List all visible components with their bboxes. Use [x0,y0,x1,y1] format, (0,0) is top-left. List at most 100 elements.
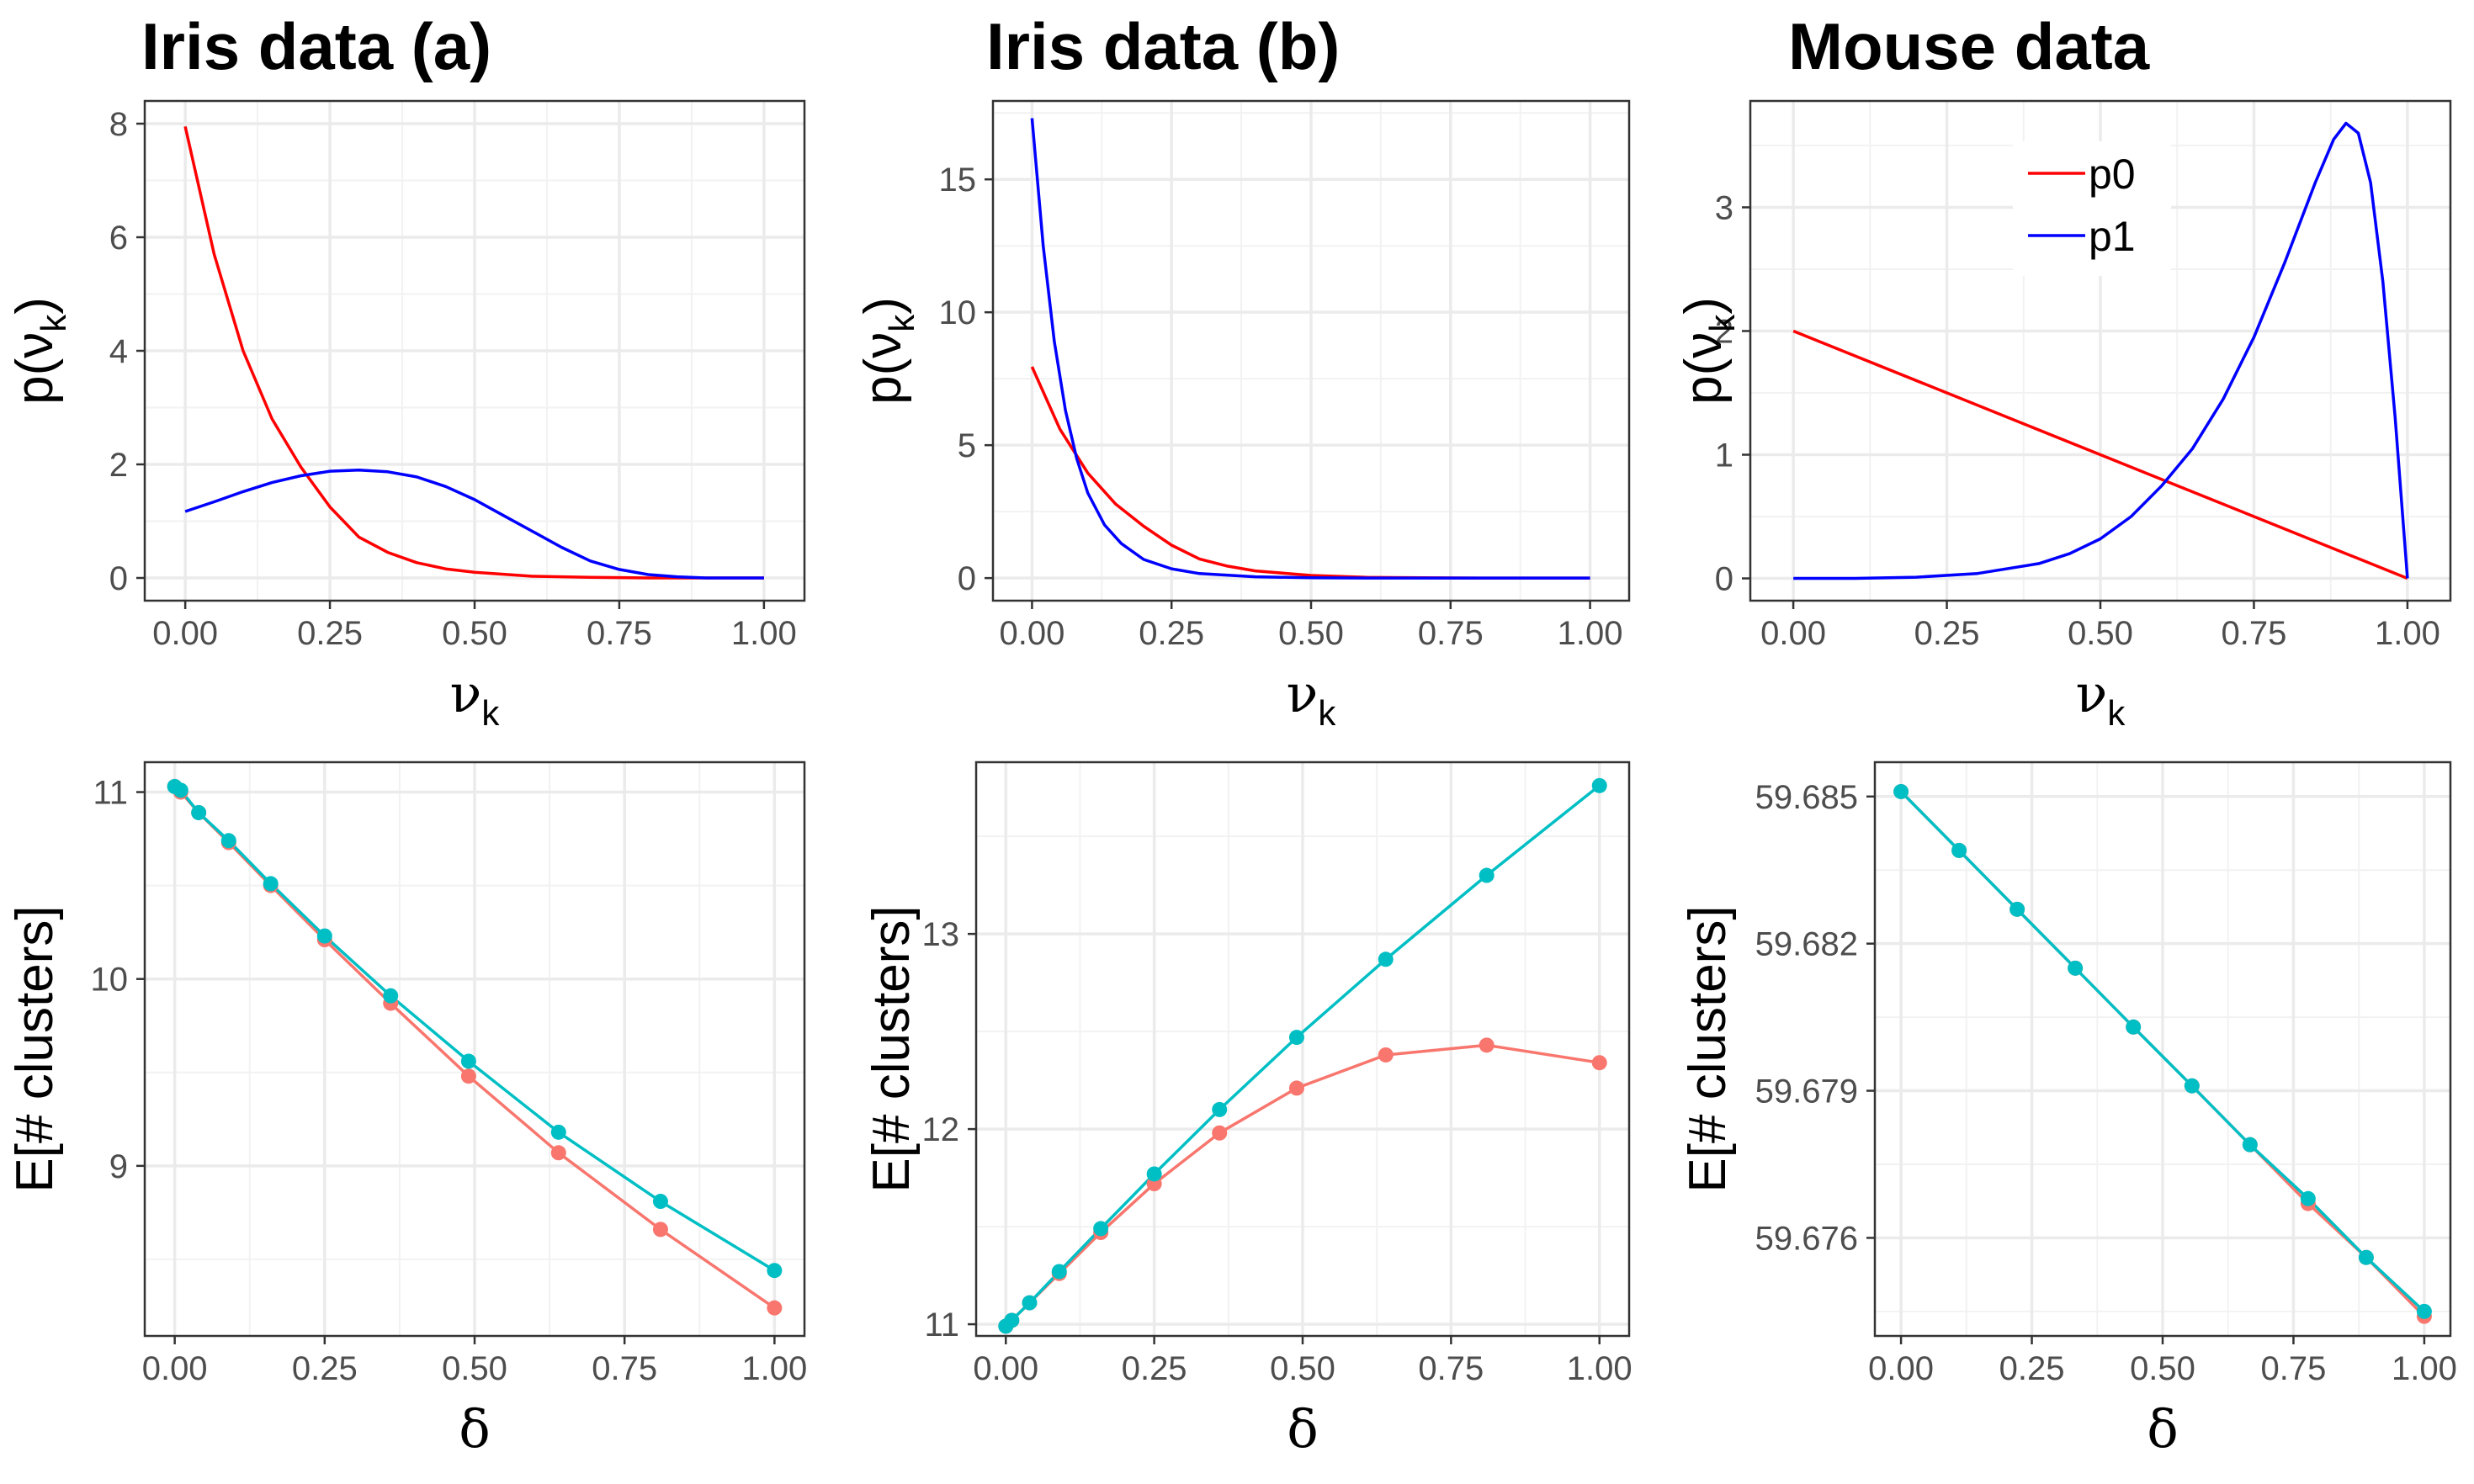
iris-b-clusters-series-0-point [1479,1037,1494,1053]
x-tick-label: 1.00 [2392,1350,2457,1387]
y-tick-label: 8 [109,106,128,143]
iris-b-clusters-series-1-point [1212,1101,1228,1117]
x-tick-label: 0.25 [292,1350,358,1387]
x-tick-label: 0.25 [1914,615,1980,652]
y-tick-label: 59.676 [1755,1220,1858,1257]
x-tick-label: 0.75 [2222,615,2287,652]
y-tick-label: 11 [924,1306,959,1344]
x-tick-label: 0.50 [442,1350,507,1387]
mouse-clusters-series-1-point [1951,842,1967,858]
iris-b-clusters-series-0-point [1378,1047,1394,1063]
y-tick-label: 10 [939,294,977,331]
iris-b-clusters-series-0-point [1591,1055,1607,1071]
x-tick-label: 0.75 [1418,1350,1484,1387]
x-tick-label: 0.00 [152,615,218,652]
x-tick-label: 0.75 [1418,615,1484,652]
iris-a-clusters-series-0-point [460,1068,476,1084]
iris-a-density-y-axis-label: p(νk) [6,297,73,405]
x-tick-label: 0.25 [1139,615,1204,652]
iris-b-clusters-panel: 0.00 0.25 0.50 0.75 1.00 11 12 13 δ E[# clusters] [863,761,1633,1460]
y-tick-label: 12 [922,1111,960,1148]
x-tick-label: 0.25 [297,615,363,652]
iris-b-clusters-series-1-point [1022,1295,1038,1311]
x-tick-label: 0.00 [142,1350,208,1387]
iris-a-clusters-series-1-point [652,1194,668,1210]
x-tick-label: 0.50 [2068,615,2133,652]
iris-b-clusters-series-1-point [1093,1221,1109,1237]
iris-b-clusters-series-1-point [1378,951,1394,967]
mouse-clusters-series-1-point [2242,1137,2258,1153]
y-tick-label: 0 [958,560,976,597]
iris-b-clusters-y-axis-label: E[# clusters] [863,905,921,1192]
mouse-clusters-y-axis-label: E[# clusters] [1679,905,1737,1192]
legend-label-p0: p0 [2089,151,2136,198]
y-tick-label: 4 [109,333,128,370]
y-tick-label: 15 [939,162,977,199]
iris-b-clusters-series-0-point [1212,1125,1228,1141]
iris-a-density-x-axis-label: νk [450,663,501,733]
y-tick-label: 59.685 [1755,779,1858,816]
mouse-density-series-0-line [1792,329,2408,580]
mouse-clusters-series-1-point [2416,1303,2432,1319]
iris-b-density-title: Iris data (b) [986,9,1340,83]
mouse-density-y-axis-label: p(νk) [1675,297,1742,405]
x-tick-label: 0.00 [1868,1350,1934,1387]
x-tick-label: 0.75 [592,1350,657,1387]
iris-a-density-title: Iris data (a) [141,9,491,83]
y-tick-label: 5 [958,427,976,464]
iris-b-density-y-axis-label: p(νk) [854,297,921,405]
mouse-density-title: Mouse data [1788,9,2150,83]
iris-b-clusters-series-0-point [1288,1080,1304,1096]
x-tick-label: 0.00 [999,615,1064,652]
mouse-clusters-panel: 0.00 0.25 0.50 0.75 1.00 59.676 59.679 59.682 59… [1679,761,2457,1460]
mouse-clusters-series-1-point [2126,1019,2142,1035]
y-tick-label: 11 [93,775,128,812]
iris-a-clusters-series-1-point [550,1124,566,1140]
iris-a-clusters-series-1-point [460,1053,476,1069]
y-tick-label: 59.679 [1755,1073,1858,1110]
iris-b-density-panel: 0.00 0.25 0.50 0.75 1.00 0 5 10 15 Iris data (b) ν… [854,9,1631,733]
iris-a-clusters-series-1-point [383,988,399,1004]
iris-a-clusters-x-axis-label: δ [459,1398,490,1460]
mouse-density-panel: 0.00 0.25 0.50 0.75 1.00 0 1 2 3 Mouse data νk p(νk… [1675,9,2452,733]
iris-b-clusters-series-1-point [1479,867,1494,883]
x-tick-label: 0.00 [973,1350,1038,1387]
mouse-clusters-series-1-point [1893,783,1909,799]
x-tick-label: 1.00 [1558,615,1623,652]
y-tick-label: 2 [109,447,128,484]
x-tick-label: 1.00 [2375,615,2440,652]
x-tick-label: 0.75 [2261,1350,2327,1387]
x-tick-label: 0.50 [2130,1350,2195,1387]
x-tick-label: 0.25 [1999,1350,2065,1387]
iris-b-clusters-series-1-point [1051,1264,1067,1280]
y-tick-label: 9 [109,1148,128,1185]
x-tick-label: 1.00 [741,1350,807,1387]
iris-a-clusters-series-1-point [316,928,332,944]
iris-a-clusters-series-1-point [173,782,188,798]
y-tick-label: 3 [1715,189,1733,226]
mouse-clusters-x-axis-label: δ [2147,1398,2178,1460]
x-tick-label: 0.50 [442,615,507,652]
iris-b-clusters-series-1-point [1288,1030,1304,1046]
iris-b-density-series-1-line [1030,118,1590,580]
x-tick-label: 1.00 [731,615,797,652]
mouse-density-x-axis-label: νk [2076,663,2126,733]
legend-background [2013,141,2171,276]
y-tick-label: 1 [1715,437,1733,474]
mouse-clusters-series-1-point [2009,901,2025,917]
legend-label-p1: p1 [2089,213,2136,260]
y-tick-label: 2 [1715,313,1733,350]
iris-a-clusters-series-0-point [652,1222,668,1238]
iris-a-clusters-series-1-point [191,804,207,820]
iris-b-density-x-axis-label: νk [1287,663,1337,733]
iris-a-density-series-0-line [183,126,764,580]
iris-b-clusters-series-1-point [1591,777,1607,793]
iris-a-clusters-y-axis-label: E[# clusters] [6,905,64,1192]
y-tick-label: 59.682 [1755,926,1858,963]
iris-a-clusters-panel: 0.00 0.25 0.50 0.75 1.00 9 10 11 δ E[# clusters] [6,761,807,1460]
y-tick-label: 10 [91,962,129,999]
iris-b-clusters-x-axis-label: δ [1287,1398,1318,1460]
x-tick-label: 0.00 [1760,615,1826,652]
iris-a-density-panel: 0.00 0.25 0.50 0.75 1.00 0 2 4 6 8 Iris data (a) νk… [6,9,806,733]
